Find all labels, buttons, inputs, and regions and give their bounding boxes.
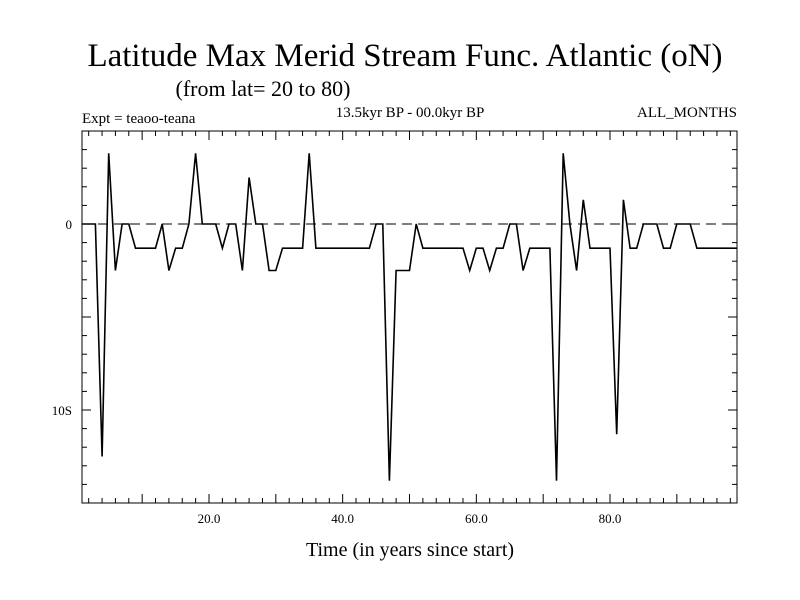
x-tick-label: 20.0 [198, 511, 221, 526]
x-tick-label: 40.0 [331, 511, 354, 526]
x-tick-label: 60.0 [465, 511, 488, 526]
chart-subtitle: (from lat= 20 to 80) [176, 76, 351, 101]
data-series-line [82, 153, 737, 481]
x-tick-label: 80.0 [599, 511, 622, 526]
experiment-label: Expt = teaoo-teana [82, 111, 196, 127]
plot-frame [81, 130, 738, 504]
period-label: 13.5kyr BP - 00.0kyr BP [336, 105, 485, 121]
y-tick-label: 0 [66, 217, 73, 232]
y-tick-label: 10S [52, 403, 72, 418]
x-axis-label: Time (in years since start) [306, 539, 514, 561]
months-label: ALL_MONTHS [637, 105, 737, 121]
chart-title: Latitude Max Merid Stream Func. Atlantic… [87, 38, 722, 74]
plot-area: 20.0 40.0 60.0 80.0 0 10S [52, 130, 738, 526]
